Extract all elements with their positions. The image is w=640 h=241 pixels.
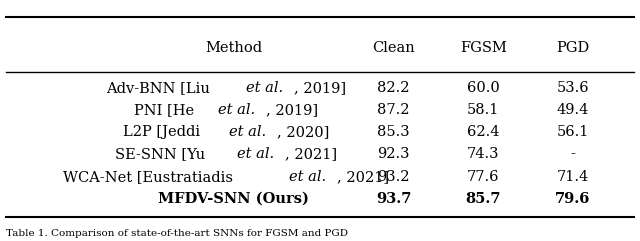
Text: 56.1: 56.1 <box>557 125 589 139</box>
Text: 49.4: 49.4 <box>557 103 589 117</box>
Text: L2P [Jeddi: L2P [Jeddi <box>123 125 205 139</box>
Text: 62.4: 62.4 <box>467 125 499 139</box>
Text: MFDV-SNN (Ours): MFDV-SNN (Ours) <box>158 192 309 206</box>
Text: 85.7: 85.7 <box>465 192 501 206</box>
Text: , 2020]: , 2020] <box>276 125 329 139</box>
Text: 92.3: 92.3 <box>378 147 410 161</box>
Text: 93.2: 93.2 <box>378 170 410 184</box>
Text: et al.: et al. <box>237 147 275 161</box>
Text: Adv-BNN [Liu: Adv-BNN [Liu <box>106 81 214 95</box>
Text: , 2019]: , 2019] <box>294 81 346 95</box>
Text: SE-SNN [Yu: SE-SNN [Yu <box>115 147 210 161</box>
Text: 87.2: 87.2 <box>378 103 410 117</box>
Text: Table 1. Comparison of state-of-the-art SNNs for FGSM and PGD: Table 1. Comparison of state-of-the-art … <box>6 229 348 238</box>
Text: 58.1: 58.1 <box>467 103 499 117</box>
Text: 53.6: 53.6 <box>557 81 589 95</box>
Text: 71.4: 71.4 <box>557 170 589 184</box>
Text: 74.3: 74.3 <box>467 147 499 161</box>
Text: 77.6: 77.6 <box>467 170 499 184</box>
Text: 82.2: 82.2 <box>378 81 410 95</box>
Text: et al.: et al. <box>228 125 266 139</box>
Text: PGD: PGD <box>556 41 589 55</box>
Text: et al.: et al. <box>289 170 326 184</box>
Text: , 2021]: , 2021] <box>285 147 337 161</box>
Text: 85.3: 85.3 <box>378 125 410 139</box>
Text: -: - <box>570 147 575 161</box>
Text: 79.6: 79.6 <box>555 192 591 206</box>
Text: , 2021]: , 2021] <box>337 170 388 184</box>
Text: Method: Method <box>205 41 262 55</box>
Text: 93.7: 93.7 <box>376 192 412 206</box>
Text: 60.0: 60.0 <box>467 81 500 95</box>
Text: et al.: et al. <box>218 103 255 117</box>
Text: et al.: et al. <box>246 81 283 95</box>
Text: , 2019]: , 2019] <box>266 103 318 117</box>
Text: Clean: Clean <box>372 41 415 55</box>
Text: PNI [He: PNI [He <box>134 103 199 117</box>
Text: FGSM: FGSM <box>460 41 507 55</box>
Text: WCA-Net [Eustratiadis: WCA-Net [Eustratiadis <box>63 170 238 184</box>
